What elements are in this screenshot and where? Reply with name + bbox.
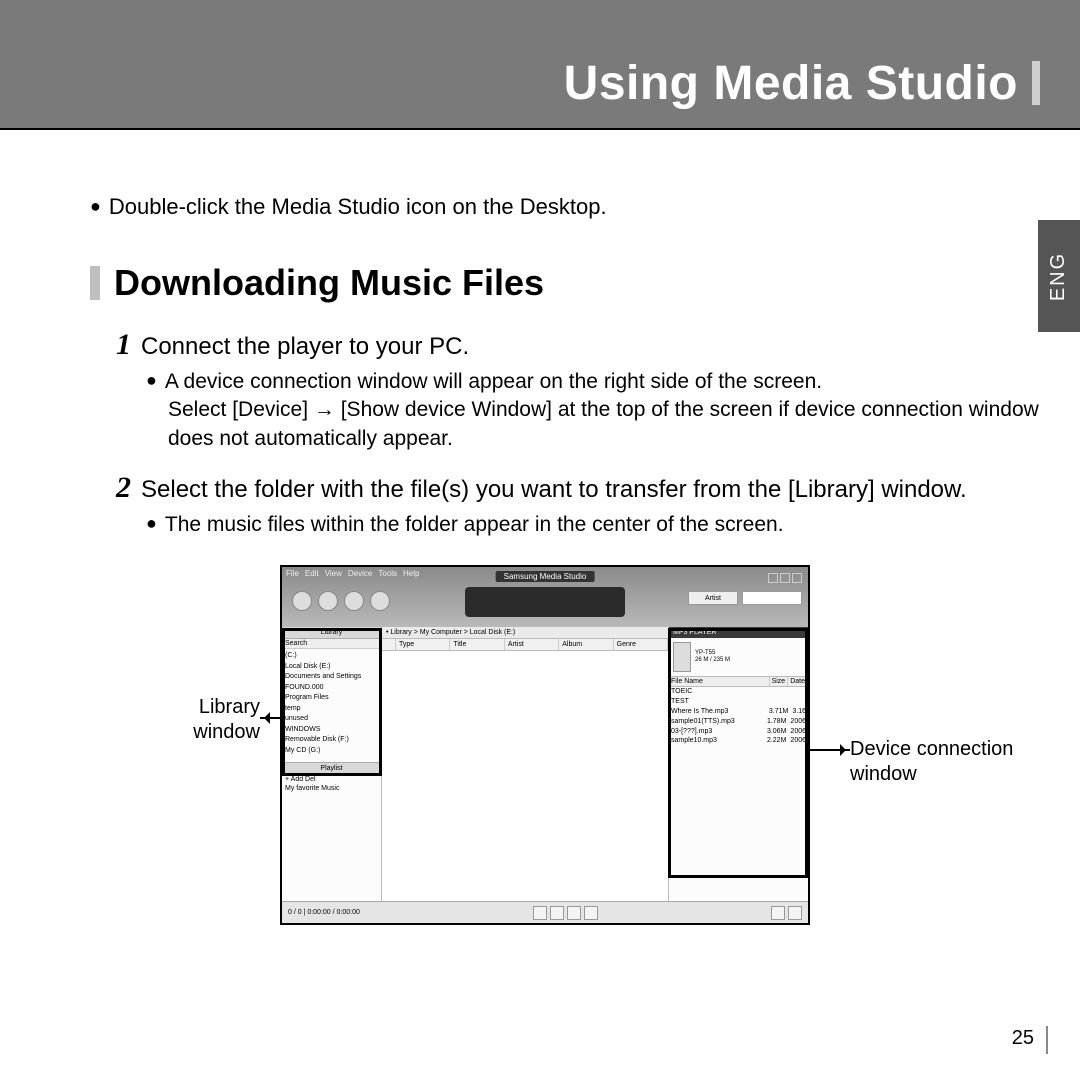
tree-item[interactable]: unused: [285, 714, 378, 725]
library-header: Library: [282, 627, 381, 639]
tree-item[interactable]: Program Files: [285, 693, 378, 704]
page-number: 25: [1012, 1027, 1034, 1050]
breadcrumb: • Library > My Computer > Local Disk (E:…: [382, 627, 668, 639]
step-number: 1: [116, 328, 131, 362]
device-file-list[interactable]: TOEIC TEST Where Is The.mp33.71M3.16 sam…: [669, 687, 808, 746]
tree-item[interactable]: My CD (G:): [285, 746, 378, 757]
playlist-item[interactable]: My favorite Music: [282, 784, 381, 793]
file-row[interactable]: Where Is The.mp33.71M3.16: [671, 707, 806, 717]
step-number: 2: [116, 471, 131, 505]
header-rule: [0, 128, 1080, 130]
section-heading: Downloading Music Files: [114, 262, 544, 304]
col-type[interactable]: Type: [396, 639, 450, 650]
now-playing-display: [465, 587, 625, 617]
menu-item[interactable]: Edit: [305, 569, 319, 578]
next-icon[interactable]: [344, 591, 364, 611]
tree-item[interactable]: Documents and Settings: [285, 672, 378, 683]
device-name: YP-T55: [695, 650, 730, 658]
device-header: MP3 PLAYER: [669, 627, 808, 638]
library-panel: Library Search (C:) Local Disk (E:) Docu…: [282, 627, 382, 901]
search-category-dropdown[interactable]: Artist: [688, 591, 738, 605]
footer-status: 0 / 0 | 0:00:00 / 0:00:00: [288, 909, 360, 916]
menu-item[interactable]: File: [286, 569, 299, 578]
callout-library: Library window: [150, 695, 260, 745]
col-size[interactable]: Size: [770, 677, 789, 686]
figure: Library window File Edit View Device Too…: [150, 565, 1000, 935]
col-album[interactable]: Album: [559, 639, 613, 650]
footer-btn[interactable]: [788, 906, 802, 920]
callout-device: Device connection window: [850, 737, 1030, 787]
arrow-left-icon: [260, 717, 282, 719]
step-text: Connect the player to your PC.: [141, 333, 469, 361]
tree-item[interactable]: Removable Disk (F:): [285, 735, 378, 746]
file-row[interactable]: TOEIC: [671, 687, 806, 697]
footer-btn[interactable]: [550, 906, 564, 920]
col-artist[interactable]: Artist: [505, 639, 559, 650]
file-row[interactable]: sample01(TTS).mp31.78M2006: [671, 717, 806, 727]
tree-item[interactable]: temp: [285, 704, 378, 715]
play-icon[interactable]: [318, 591, 338, 611]
footer-btn[interactable]: [771, 906, 785, 920]
step-sub: A device connection window will appear o…: [116, 368, 1040, 396]
tree-item[interactable]: Local Disk (E:): [285, 662, 378, 673]
step-sub: The music files within the folder appear…: [116, 511, 1040, 539]
footer-btn[interactable]: [584, 906, 598, 920]
menu-item[interactable]: Tools: [378, 569, 397, 578]
center-panel: • Library > My Computer > Local Disk (E:…: [382, 627, 668, 901]
library-search[interactable]: Search: [282, 639, 381, 649]
tree-item[interactable]: (C:): [285, 651, 378, 662]
intro-bullet: Double-click the Media Studio icon on th…: [90, 194, 1040, 220]
library-tree[interactable]: (C:) Local Disk (E:) Documents and Setti…: [282, 649, 381, 758]
section-bar-icon: [90, 266, 100, 300]
playlist-controls[interactable]: + Add Del: [282, 775, 381, 784]
app-screenshot: File Edit View Device Tools Help Samsung…: [280, 565, 810, 925]
tree-item[interactable]: WINDOWS: [285, 725, 378, 736]
playlist-header: Playlist: [282, 762, 381, 775]
menu-item[interactable]: View: [325, 569, 342, 578]
prev-icon[interactable]: [292, 591, 312, 611]
col-genre[interactable]: Genre: [614, 639, 668, 650]
close-icon[interactable]: [792, 573, 802, 583]
page-title: Using Media Studio: [564, 56, 1040, 111]
col-filename[interactable]: File Name: [669, 677, 770, 686]
col-date[interactable]: Date: [788, 677, 808, 686]
device-size: 26 M / 235 M: [695, 657, 730, 665]
max-icon[interactable]: [780, 573, 790, 583]
tree-item[interactable]: FOUND.000: [285, 683, 378, 694]
device-image-icon: [673, 642, 691, 672]
menu-item[interactable]: Device: [348, 569, 372, 578]
language-tab-label: ENG: [1048, 251, 1071, 300]
menubar[interactable]: File Edit View Device Tools Help: [286, 569, 419, 578]
arrow-right-icon: [810, 749, 850, 751]
file-row[interactable]: TEST: [671, 697, 806, 707]
footer-btn[interactable]: [567, 906, 581, 920]
page-number-bar: [1046, 1026, 1048, 1054]
step-text: Select the folder with the file(s) you w…: [141, 476, 967, 504]
min-icon[interactable]: [768, 573, 778, 583]
stop-icon[interactable]: [370, 591, 390, 611]
footer-btn[interactable]: [533, 906, 547, 920]
center-columns: Type Title Artist Album Genre: [382, 639, 668, 651]
search-input[interactable]: [742, 591, 802, 605]
language-tab: ENG: [1038, 220, 1080, 332]
file-row[interactable]: sample10.mp32.22M2006: [671, 736, 806, 746]
step-sub: Select [Device] → [Show device Window] a…: [116, 396, 1040, 453]
app-title: Samsung Media Studio: [496, 571, 595, 582]
col-title[interactable]: Title: [450, 639, 504, 650]
menu-item[interactable]: Help: [403, 569, 419, 578]
file-row[interactable]: 03-[???].mp33.06M2006: [671, 727, 806, 737]
col-check[interactable]: [382, 639, 396, 650]
device-panel: MP3 PLAYER YP-T55 26 M / 235 M File Name…: [668, 627, 808, 901]
